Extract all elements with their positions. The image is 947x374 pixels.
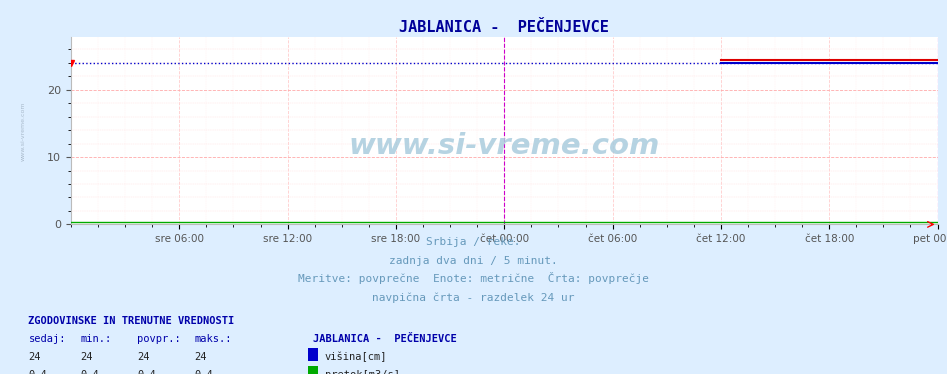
Text: pretok[m3/s]: pretok[m3/s] [325, 370, 400, 374]
Text: 0,4: 0,4 [194, 370, 213, 374]
Text: 0,4: 0,4 [28, 370, 47, 374]
Text: sedaj:: sedaj: [28, 334, 66, 344]
Text: Srbija / reke.: Srbija / reke. [426, 237, 521, 247]
Text: Meritve: povprečne  Enote: metrične  Črta: povprečje: Meritve: povprečne Enote: metrične Črta:… [298, 272, 649, 284]
Text: JABLANICA -  PEČENJEVCE: JABLANICA - PEČENJEVCE [313, 334, 456, 344]
Text: 24: 24 [194, 352, 206, 362]
Text: min.:: min.: [80, 334, 112, 344]
Text: višina[cm]: višina[cm] [325, 352, 387, 362]
Text: 24: 24 [28, 352, 41, 362]
Text: 0,4: 0,4 [80, 370, 99, 374]
Text: www.si-vreme.com: www.si-vreme.com [21, 101, 26, 161]
Text: navpična črta - razdelek 24 ur: navpična črta - razdelek 24 ur [372, 292, 575, 303]
Text: 24: 24 [137, 352, 150, 362]
Text: 0,4: 0,4 [137, 370, 156, 374]
Title: JABLANICA -  PEČENJEVCE: JABLANICA - PEČENJEVCE [400, 20, 609, 35]
Text: maks.:: maks.: [194, 334, 232, 344]
Text: povpr.:: povpr.: [137, 334, 181, 344]
Text: 24: 24 [80, 352, 93, 362]
Text: zadnja dva dni / 5 minut.: zadnja dva dni / 5 minut. [389, 256, 558, 266]
Text: ZGODOVINSKE IN TRENUTNE VREDNOSTI: ZGODOVINSKE IN TRENUTNE VREDNOSTI [28, 316, 235, 325]
Text: www.si-vreme.com: www.si-vreme.com [348, 132, 660, 160]
